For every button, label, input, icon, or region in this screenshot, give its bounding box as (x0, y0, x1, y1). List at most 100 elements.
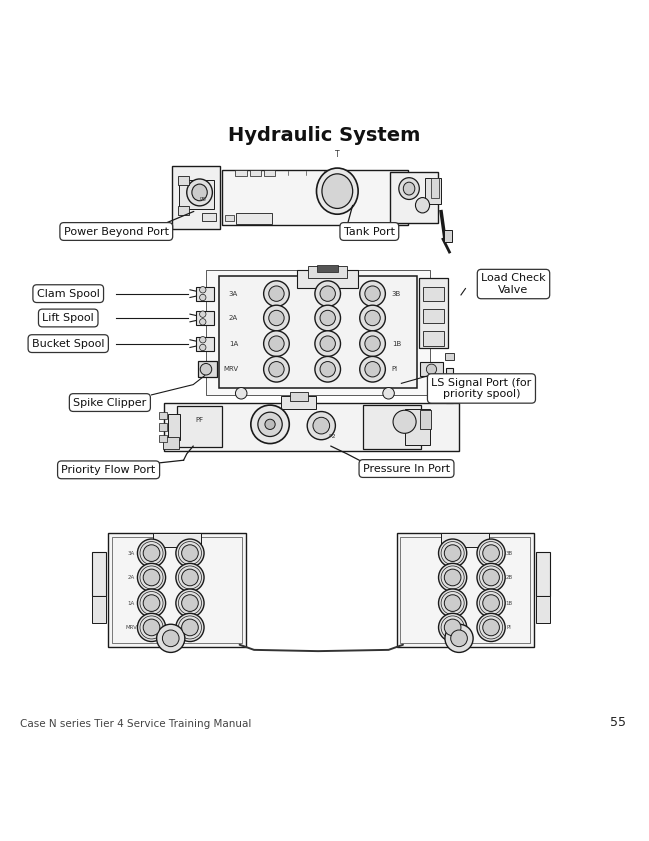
Circle shape (138, 563, 165, 591)
Circle shape (313, 417, 330, 434)
Bar (420, 410, 432, 429)
Bar (112, 537, 242, 643)
Circle shape (200, 287, 206, 293)
Bar (236, 170, 247, 177)
Circle shape (365, 362, 380, 377)
Bar (423, 287, 444, 301)
Bar (536, 553, 550, 596)
Bar (178, 176, 190, 185)
Circle shape (143, 595, 160, 611)
Bar (405, 409, 430, 445)
Ellipse shape (399, 177, 419, 199)
Circle shape (483, 545, 499, 562)
Circle shape (450, 630, 467, 647)
Text: PF: PF (195, 417, 204, 424)
Circle shape (143, 545, 160, 562)
Text: Case N series Tier 4 Service Training Manual: Case N series Tier 4 Service Training Ma… (20, 719, 252, 729)
Circle shape (182, 595, 199, 611)
Bar (390, 172, 438, 224)
Circle shape (483, 569, 499, 586)
Circle shape (483, 595, 499, 611)
Text: Hydraulic System: Hydraulic System (228, 126, 421, 145)
Bar (441, 532, 489, 547)
Circle shape (263, 331, 289, 357)
Text: 1B: 1B (392, 341, 401, 346)
Bar (196, 311, 214, 325)
Circle shape (138, 539, 165, 567)
Circle shape (162, 630, 179, 647)
Bar (159, 435, 167, 442)
Text: MRV: MRV (223, 366, 238, 373)
Bar (225, 214, 234, 221)
Circle shape (445, 569, 461, 586)
Text: Tank Port: Tank Port (344, 226, 395, 236)
Bar (236, 213, 272, 225)
Bar (178, 180, 214, 209)
Circle shape (445, 545, 461, 562)
Circle shape (426, 364, 437, 374)
Bar (445, 376, 454, 382)
Text: Pressure In Port: Pressure In Port (363, 463, 450, 473)
Bar (317, 265, 338, 272)
Text: LS Signal Port (for
priority spool): LS Signal Port (for priority spool) (432, 378, 532, 399)
Circle shape (200, 319, 206, 325)
Bar (163, 437, 178, 449)
Circle shape (477, 563, 505, 591)
Text: Clam Spool: Clam Spool (37, 288, 100, 299)
Circle shape (315, 331, 341, 357)
Circle shape (365, 336, 380, 352)
Bar (400, 537, 530, 643)
Circle shape (439, 539, 467, 567)
Bar (167, 414, 180, 440)
Bar (423, 331, 444, 346)
Text: 3B: 3B (392, 291, 401, 297)
Text: Load Check
Valve: Load Check Valve (481, 273, 546, 295)
Circle shape (156, 624, 185, 653)
Ellipse shape (192, 184, 207, 201)
Bar (423, 309, 444, 323)
Bar (421, 362, 443, 376)
Text: Bucket Spool: Bucket Spool (32, 339, 104, 349)
Bar (92, 596, 106, 623)
Circle shape (269, 310, 284, 325)
Bar (290, 392, 308, 400)
Circle shape (182, 545, 199, 562)
Circle shape (360, 357, 386, 382)
Bar (425, 178, 441, 204)
Bar (536, 596, 550, 623)
Bar (177, 406, 222, 447)
Text: PI: PI (392, 366, 398, 373)
Circle shape (320, 310, 336, 325)
Circle shape (307, 411, 336, 440)
Text: P2: P2 (328, 434, 336, 439)
Text: 3A: 3A (228, 291, 238, 297)
Circle shape (263, 281, 289, 306)
Text: Spike Clipper: Spike Clipper (73, 398, 147, 408)
Bar (202, 213, 216, 220)
Text: 3B: 3B (506, 551, 513, 556)
Text: PB: PB (199, 197, 206, 202)
Circle shape (439, 589, 467, 617)
Circle shape (315, 305, 341, 331)
Circle shape (360, 331, 386, 357)
Bar (159, 423, 167, 431)
Ellipse shape (187, 179, 212, 206)
Circle shape (182, 569, 199, 586)
Circle shape (200, 344, 206, 351)
Text: 1A: 1A (228, 341, 238, 346)
Ellipse shape (322, 174, 352, 209)
Bar (196, 287, 214, 301)
Bar (173, 167, 221, 229)
Circle shape (269, 336, 284, 352)
Text: 55: 55 (609, 717, 626, 729)
Text: 2A: 2A (127, 575, 134, 580)
Circle shape (360, 281, 386, 306)
Ellipse shape (317, 168, 358, 214)
Circle shape (360, 305, 386, 331)
Circle shape (176, 563, 204, 591)
Bar (397, 533, 534, 648)
Circle shape (258, 412, 282, 436)
Bar (92, 553, 106, 596)
Text: Power Beyond Port: Power Beyond Port (64, 226, 169, 236)
Text: 3A: 3A (127, 551, 134, 556)
